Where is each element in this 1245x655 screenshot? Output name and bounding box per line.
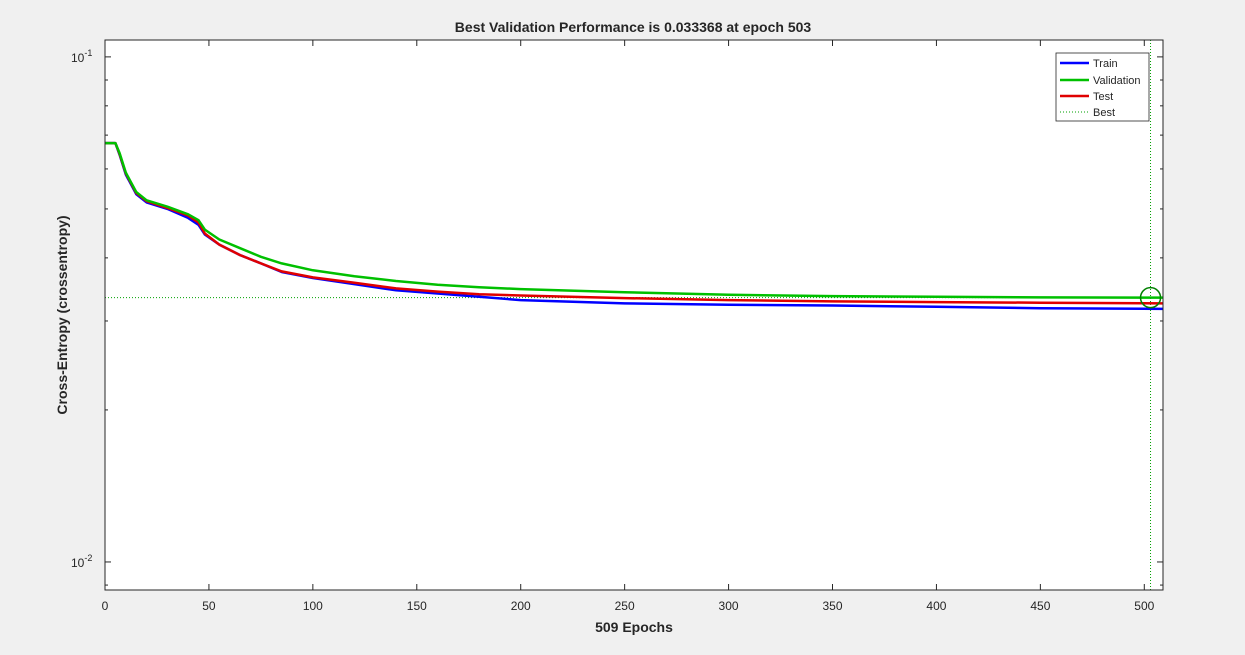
plot-box [104, 39, 1164, 591]
x-tick-label: 400 [926, 599, 946, 613]
legend-label-train: Train [1093, 58, 1118, 70]
y-tick-label: 10-1 [71, 48, 92, 65]
x-tick-label: 0 [102, 599, 109, 613]
x-tick-label: 200 [511, 599, 531, 613]
y-tick-label: 10-2 [71, 553, 92, 570]
best-marker [1139, 286, 1162, 309]
x-tick-label: 250 [615, 599, 635, 613]
legend: Train Validation Test Best [1055, 52, 1150, 122]
legend-label-best: Best [1093, 107, 1115, 119]
x-tick-label: 450 [1030, 599, 1050, 613]
x-tick-label: 350 [822, 599, 842, 613]
legend-box [1055, 52, 1150, 122]
chart-title: Best Validation Performance is 0.033368 … [455, 19, 812, 35]
series-line-validation [105, 141, 1164, 299]
legend-label-test: Test [1093, 91, 1113, 103]
x-axis-ticks: 0 50 100 150 200 250 300 350 400 450 500 [102, 40, 1155, 613]
series-lines [105, 141, 1164, 311]
x-tick-label: 150 [407, 599, 427, 613]
x-tick-label: 300 [719, 599, 739, 613]
x-tick-label: 500 [1134, 599, 1154, 613]
x-tick-label: 50 [202, 599, 216, 613]
legend-label-validation: Validation [1093, 75, 1141, 87]
y-axis-label: Cross-Entropy (crossentropy) [54, 215, 70, 414]
plot-area [105, 40, 1163, 590]
x-axis-label: 509 Epochs [595, 619, 673, 635]
x-tick-label: 100 [303, 599, 323, 613]
